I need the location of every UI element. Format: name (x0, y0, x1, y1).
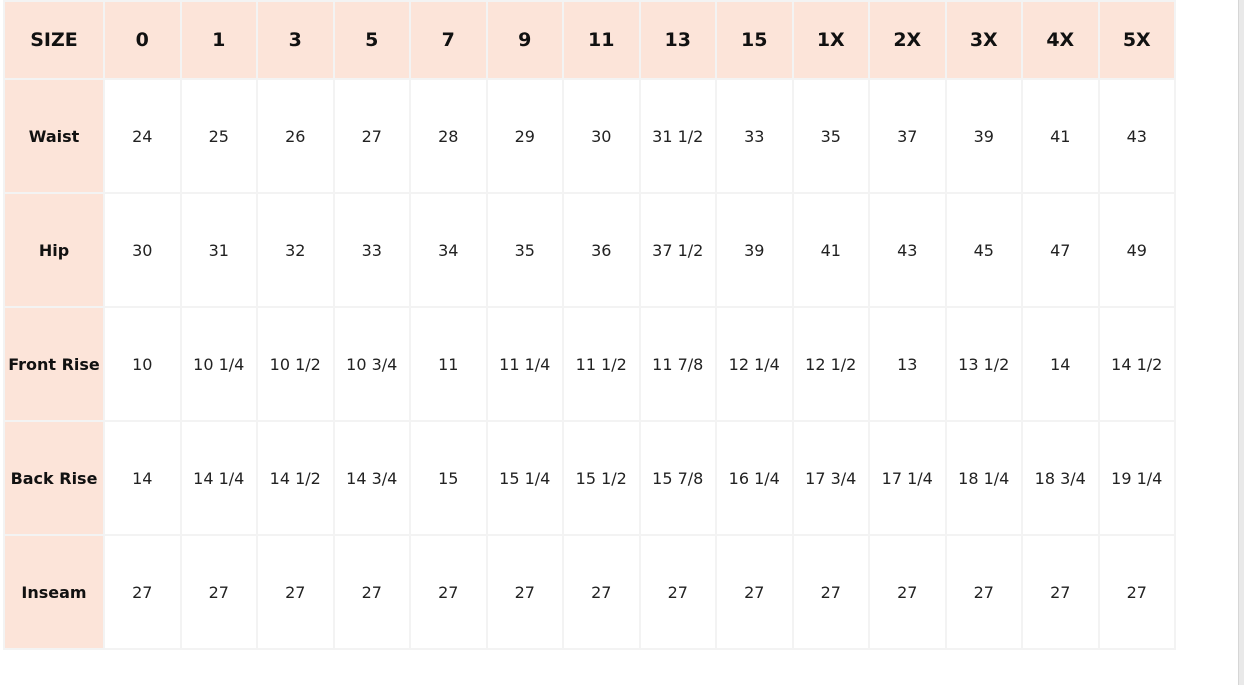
measurement-cell: 27 (944, 534, 1023, 650)
measurement-cell: 27 (562, 534, 641, 650)
size-column-header: 0 (103, 0, 182, 80)
measurement-cell: 32 (256, 192, 335, 308)
measurement-cell: 33 (332, 192, 411, 308)
table-row: Waist 24 25 26 27 28 29 30 31 1/2 33 35 37 39 41 43 (3, 78, 1176, 194)
measurement-cell: 15 1/2 (562, 420, 641, 536)
size-column-header: 4X (1021, 0, 1100, 80)
measurement-cell: 14 (1021, 306, 1100, 422)
measurement-cell: 14 3/4 (332, 420, 411, 536)
size-column-header: 5 (332, 0, 411, 80)
measurement-cell: 39 (944, 78, 1023, 194)
measurement-cell: 17 3/4 (791, 420, 870, 536)
measurement-cell: 41 (791, 192, 870, 308)
measurement-cell: 27 (1021, 534, 1100, 650)
measurement-cell: 14 1/2 (256, 420, 335, 536)
measurement-cell: 27 (485, 534, 564, 650)
measurement-cell: 27 (179, 534, 258, 650)
row-label: Inseam (3, 534, 105, 650)
size-column-header: 11 (562, 0, 641, 80)
measurement-cell: 37 (868, 78, 947, 194)
measurement-cell: 28 (409, 78, 488, 194)
measurement-cell: 33 (715, 78, 794, 194)
measurement-cell: 15 7/8 (638, 420, 717, 536)
measurement-cell: 35 (791, 78, 870, 194)
measurement-cell: 14 1/2 (1097, 306, 1176, 422)
measurement-cell: 16 1/4 (715, 420, 794, 536)
measurement-cell: 18 1/4 (944, 420, 1023, 536)
measurement-cell: 29 (485, 78, 564, 194)
measurement-cell: 43 (868, 192, 947, 308)
measurement-cell: 27 (332, 78, 411, 194)
measurement-cell: 12 1/4 (715, 306, 794, 422)
row-label: Waist (3, 78, 105, 194)
measurement-cell: 27 (332, 534, 411, 650)
measurement-cell: 27 (409, 534, 488, 650)
row-label: Front Rise (3, 306, 105, 422)
measurement-cell: 10 1/4 (179, 306, 258, 422)
size-header-label: SIZE (3, 0, 105, 80)
table-row: Front Rise 10 10 1/4 10 1/2 10 3/4 11 11 1/4 11… (3, 306, 1176, 422)
measurement-cell: 27 (103, 534, 182, 650)
measurement-cell: 25 (179, 78, 258, 194)
measurement-cell: 27 (256, 534, 335, 650)
size-column-header: 5X (1097, 0, 1176, 80)
measurement-cell: 35 (485, 192, 564, 308)
measurement-cell: 12 1/2 (791, 306, 870, 422)
size-column-header: 3X (944, 0, 1023, 80)
size-column-header: 3 (256, 0, 335, 80)
row-label: Back Rise (3, 420, 105, 536)
measurement-cell: 14 1/4 (179, 420, 258, 536)
measurement-cell: 27 (868, 534, 947, 650)
measurement-cell: 47 (1021, 192, 1100, 308)
measurement-cell: 26 (256, 78, 335, 194)
measurement-cell: 15 1/4 (485, 420, 564, 536)
size-column-header: 13 (638, 0, 717, 80)
measurement-cell: 43 (1097, 78, 1176, 194)
measurement-cell: 11 1/2 (562, 306, 641, 422)
size-chart: SIZE 0 1 3 5 7 9 11 13 15 1X 2X 3X 4X 5X Waist 24 25 26 27 2… (3, 0, 1176, 650)
measurement-cell: 10 1/2 (256, 306, 335, 422)
measurement-cell: 45 (944, 192, 1023, 308)
measurement-cell: 27 (791, 534, 870, 650)
measurement-cell: 36 (562, 192, 641, 308)
measurement-cell: 27 (1097, 534, 1176, 650)
size-column-header: 2X (868, 0, 947, 80)
size-chart-table: SIZE 0 1 3 5 7 9 11 13 15 1X 2X 3X 4X 5X Waist 24 25 26 27 2… (3, 0, 1176, 650)
measurement-cell: 14 (103, 420, 182, 536)
size-column-header: 1X (791, 0, 870, 80)
measurement-cell: 19 1/4 (1097, 420, 1176, 536)
measurement-cell: 15 (409, 420, 488, 536)
measurement-cell: 39 (715, 192, 794, 308)
measurement-cell: 18 3/4 (1021, 420, 1100, 536)
table-row: Hip 30 31 32 33 34 35 36 37 1/2 39 41 43 45 47 49 (3, 192, 1176, 308)
measurement-cell: 11 (409, 306, 488, 422)
measurement-cell: 11 7/8 (638, 306, 717, 422)
measurement-cell: 24 (103, 78, 182, 194)
measurement-cell: 10 3/4 (332, 306, 411, 422)
measurement-cell: 31 1/2 (638, 78, 717, 194)
measurement-cell: 17 1/4 (868, 420, 947, 536)
measurement-cell: 41 (1021, 78, 1100, 194)
measurement-cell: 34 (409, 192, 488, 308)
measurement-cell: 13 1/2 (944, 306, 1023, 422)
measurement-cell: 37 1/2 (638, 192, 717, 308)
size-column-header: 15 (715, 0, 794, 80)
row-label: Hip (3, 192, 105, 308)
header-row: SIZE 0 1 3 5 7 9 11 13 15 1X 2X 3X 4X 5X (3, 0, 1176, 80)
size-column-header: 1 (179, 0, 258, 80)
measurement-cell: 11 1/4 (485, 306, 564, 422)
measurement-cell: 10 (103, 306, 182, 422)
table-row: Inseam 27 27 27 27 27 27 27 27 27 27 27 27 27 27 (3, 534, 1176, 650)
measurement-cell: 27 (638, 534, 717, 650)
scrollbar[interactable] (1238, 0, 1244, 685)
measurement-cell: 31 (179, 192, 258, 308)
size-column-header: 9 (485, 0, 564, 80)
table-row: Back Rise 14 14 1/4 14 1/2 14 3/4 15 15 1/4 15 … (3, 420, 1176, 536)
measurement-cell: 30 (562, 78, 641, 194)
measurement-cell: 30 (103, 192, 182, 308)
measurement-cell: 49 (1097, 192, 1176, 308)
measurement-cell: 27 (715, 534, 794, 650)
size-column-header: 7 (409, 0, 488, 80)
measurement-cell: 13 (868, 306, 947, 422)
